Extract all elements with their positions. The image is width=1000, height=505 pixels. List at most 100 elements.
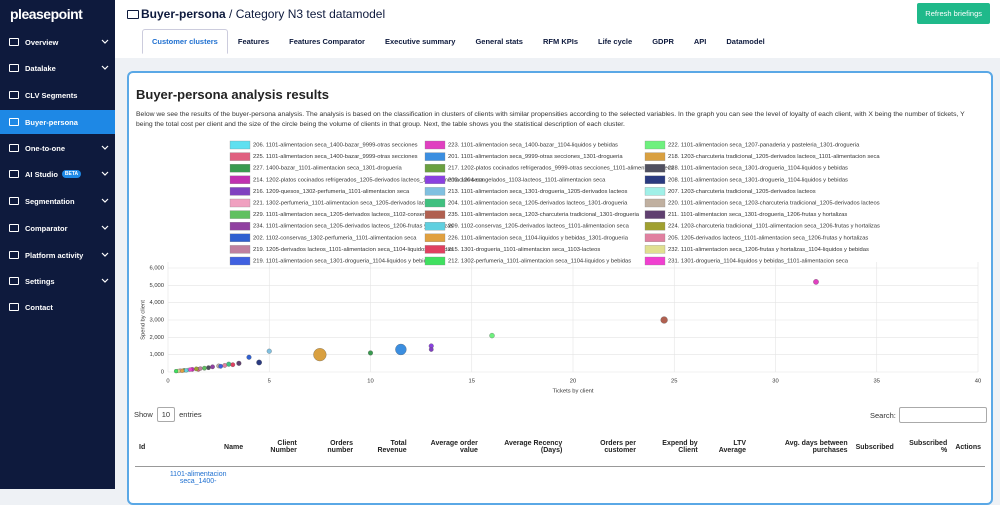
nav-label: Comparator	[25, 223, 68, 233]
card-description: Below we see the results of the buyer-pe…	[136, 111, 965, 128]
column-header[interactable]: Average order value	[410, 428, 482, 467]
column-header[interactable]: Total Revenue	[357, 428, 411, 467]
nav-icon	[9, 251, 19, 259]
table: Id Name Client Number Orders number Total Re…	[135, 428, 985, 489]
tab[interactable]: Life cycle	[598, 37, 633, 46]
column-header[interactable]: Avg. days between purchases	[750, 428, 852, 467]
nav-item[interactable]: One-to-one	[0, 136, 115, 160]
tab[interactable]: Executive summary	[384, 37, 456, 46]
data-point	[660, 316, 668, 324]
tab[interactable]: Features	[237, 37, 270, 46]
tab[interactable]: RFM KPIs	[542, 37, 578, 46]
column-header[interactable]: Expend by Client	[639, 428, 702, 467]
nav-item[interactable]: AI Studio BETA	[0, 162, 115, 186]
legend-swatch	[644, 152, 666, 161]
nav-item[interactable]: Segmentation	[0, 189, 115, 213]
column-header[interactable]: Client Number	[247, 428, 301, 467]
legend-swatch	[644, 198, 666, 208]
nav-item[interactable]: Platform activity	[0, 243, 115, 267]
legend-swatch	[229, 164, 251, 173]
tab[interactable]: GDPR	[652, 37, 674, 46]
tab[interactable]: Datamodel	[726, 37, 765, 46]
nav-label: Contact	[25, 302, 53, 312]
legend-swatch	[229, 256, 251, 266]
x-tick-label: 20	[570, 379, 576, 385]
legend-label: 206. 1101-alimentacion seca_1400-bazar_9…	[253, 143, 418, 149]
y-tick-label: 5,000	[149, 283, 164, 289]
column-header[interactable]: Average Recency (Days)	[481, 428, 567, 467]
column-header[interactable]: Orders per customer	[566, 428, 640, 467]
legend-label: 211. 1101-alimentacion seca_1301-droguer…	[668, 212, 847, 218]
nav-item[interactable]: Settings	[0, 269, 115, 293]
column-header[interactable]: Orders number	[300, 428, 358, 467]
data-point	[188, 367, 193, 372]
legend-swatch	[424, 256, 446, 266]
column-header[interactable]: Subscribed %	[897, 428, 952, 467]
nav-item[interactable]: Contact	[0, 295, 115, 319]
tab[interactable]: API	[693, 37, 707, 46]
legend-swatch	[229, 210, 251, 219]
search: Search:	[870, 407, 987, 423]
legend-label: 202. 1102-conservas_1302-perfumeria_1101…	[253, 235, 417, 241]
nav-label: AI Studio	[25, 169, 58, 179]
legend-label: 221. 1302-perfumeria_1101-alimentacion s…	[253, 201, 436, 207]
data-point	[202, 365, 207, 371]
tab[interactable]: Customer clusters	[142, 29, 228, 54]
page-size-select[interactable]: 10	[156, 407, 176, 422]
tab[interactable]: Features Comparator	[289, 37, 365, 46]
nav-item[interactable]: Overview	[0, 30, 115, 54]
nav-item[interactable]: Buyer-persona	[0, 110, 115, 134]
legend-label: 205. 1205-derivados lacteos_1101-aliment…	[668, 235, 868, 241]
data-point	[813, 279, 819, 285]
page-title: Buyer-persona / Category N3 test datamod…	[141, 7, 385, 21]
logo: pleasepoint	[10, 6, 83, 22]
legend-label: 228. 1101-alimentacion seca_1301-droguer…	[668, 166, 848, 172]
refresh-button[interactable]: Refresh briefings	[917, 3, 990, 24]
y-tick-label: 3,000	[149, 318, 164, 324]
y-tick-label: 2,000	[149, 335, 164, 341]
chevron-line	[101, 65, 109, 70]
chevron	[101, 225, 109, 230]
legend-label: 215. 1301-drogueria_1101-alimentacion se…	[448, 247, 600, 253]
tab[interactable]: General stats	[475, 37, 523, 46]
data-point	[428, 347, 434, 352]
x-tick-label: 5	[268, 379, 271, 385]
chevron	[101, 252, 109, 257]
x-tick-label: 0	[166, 379, 169, 385]
nav-item[interactable]: Datalake	[0, 56, 115, 80]
header-row: Id Name Client Number Orders number Total Re…	[135, 428, 985, 467]
legend-label: 224. 1203-charcuteria tradicional_1101-a…	[668, 224, 880, 230]
badge: BETA	[61, 170, 82, 178]
legend-label: 209. 1102-conservas_1205-derivados lacte…	[448, 224, 630, 230]
nav-label: One-to-one	[25, 143, 65, 153]
legend-label: 222. 1101-alimentacion seca_1207-panader…	[668, 143, 860, 149]
tabs: Customer clusters Features Features Compar…	[142, 29, 775, 54]
column-header[interactable]: Subscribed	[851, 428, 898, 467]
nav-label: Overview	[25, 37, 59, 47]
sidebar: pleasepoint Overview Datalake CLV Segments…	[0, 0, 115, 489]
column-header[interactable]: LTV Average	[701, 428, 751, 467]
nav-item[interactable]: CLV Segments	[0, 83, 115, 107]
column-header[interactable]: Name	[149, 428, 248, 467]
legend-swatch	[229, 233, 251, 242]
column-header[interactable]: Id	[135, 428, 150, 467]
search-input[interactable]	[898, 407, 987, 423]
legend-swatch	[229, 222, 251, 231]
column-header[interactable]: Actions	[951, 428, 985, 467]
data-point	[210, 364, 215, 370]
legend-swatch	[644, 256, 666, 266]
cell[interactable]: 1101-alimentacion seca_1400-	[169, 471, 227, 485]
nav-item[interactable]: Comparator	[0, 216, 115, 240]
legend-swatch	[644, 175, 666, 184]
chevron	[101, 65, 109, 70]
legend-label: 212. 1302-perfumeria_1101-alimentacion s…	[448, 259, 631, 265]
legend-swatch	[644, 233, 666, 242]
data-point	[226, 361, 232, 367]
nav-label: Segmentation	[25, 196, 75, 206]
legend-swatch	[424, 198, 446, 208]
data-point	[246, 354, 252, 360]
legend-swatch	[424, 210, 446, 219]
legend-label: 227. 1400-bazar_1101-alimentacion seca_1…	[253, 166, 403, 172]
legend-label: 226. 1101-alimentacion seca_1104-liquido…	[448, 235, 629, 241]
legend-swatch	[424, 140, 446, 150]
